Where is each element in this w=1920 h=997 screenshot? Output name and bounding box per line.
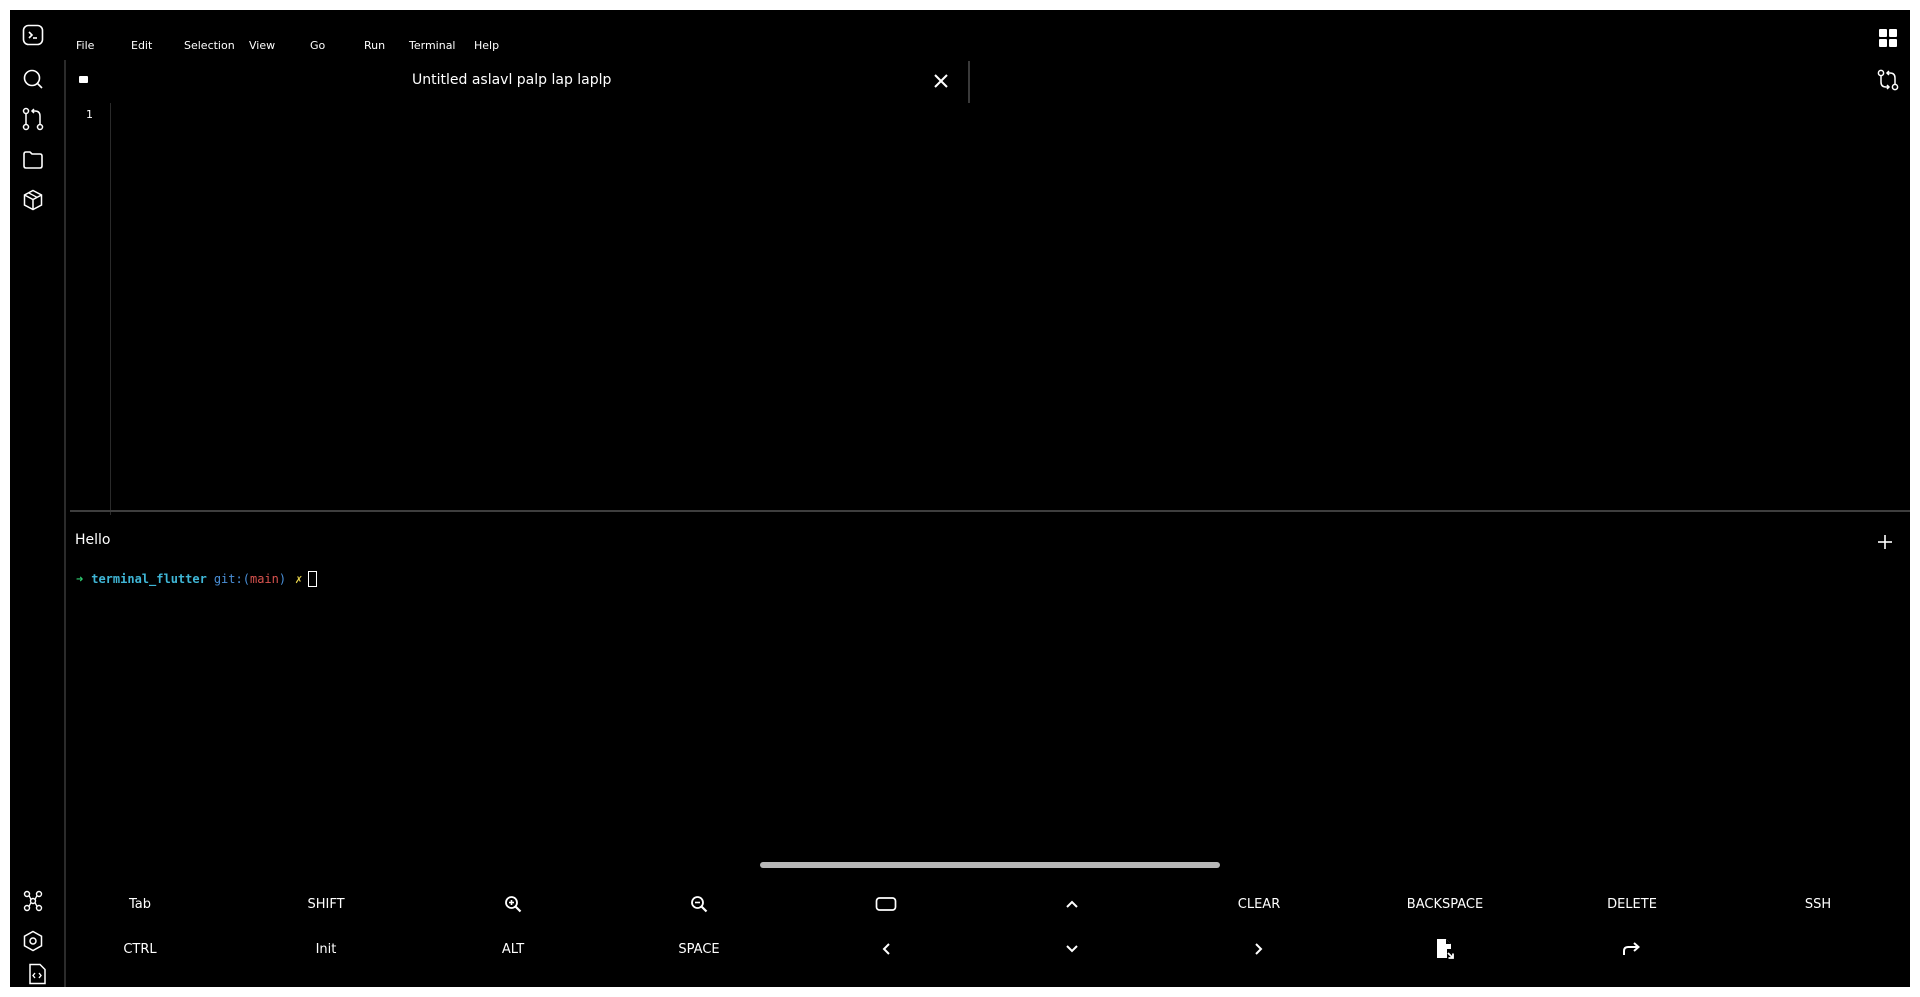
line-number: 1 (86, 108, 93, 121)
export-file-icon[interactable] (1385, 934, 1505, 964)
key-clear[interactable]: CLEAR (1237, 896, 1281, 912)
terminal-title: Hello (75, 532, 111, 548)
source-control-icon[interactable] (20, 106, 46, 132)
search-icon[interactable] (20, 66, 46, 92)
activity-bar-divider (64, 60, 66, 987)
menu-selection[interactable]: Selection (184, 38, 235, 52)
app-window: File Edit Selection View Go Run Terminal… (10, 10, 1910, 987)
settings-icon[interactable] (20, 928, 46, 954)
key-space[interactable]: SPACE (678, 941, 720, 957)
menu-go[interactable]: Go (310, 38, 326, 52)
graph-icon[interactable] (20, 888, 46, 914)
folder-icon[interactable] (20, 147, 46, 173)
zoom-in-icon[interactable] (453, 889, 573, 919)
code-file-icon[interactable] (24, 962, 50, 986)
menu-view[interactable]: View (249, 38, 276, 52)
package-icon[interactable] (20, 187, 46, 213)
arrow-down-icon[interactable] (1012, 934, 1132, 964)
close-icon[interactable] (928, 68, 954, 94)
prompt-open-paren: ( (242, 572, 250, 586)
menu-help[interactable]: Help (474, 38, 500, 52)
prompt-branch: main (249, 572, 279, 586)
menu-file[interactable]: File (76, 38, 95, 52)
arrow-right-icon[interactable] (1199, 934, 1319, 964)
menu-run[interactable]: Run (364, 38, 386, 52)
add-terminal-icon[interactable] (1874, 531, 1896, 553)
key-tab[interactable]: Tab (128, 896, 151, 912)
tab-title: Untitled aslavl palp lap laplp (412, 72, 612, 88)
menu-edit[interactable]: Edit (131, 38, 153, 52)
key-backspace[interactable]: BACKSPACE (1406, 896, 1484, 912)
key-ctrl[interactable]: CTRL (123, 941, 157, 957)
redo-icon[interactable] (1572, 934, 1692, 964)
key-alt[interactable]: ALT (501, 941, 525, 957)
horizontal-scrollbar[interactable] (760, 862, 1220, 868)
panel-divider[interactable] (70, 510, 1910, 512)
grid-icon[interactable] (1874, 24, 1902, 52)
prompt-git-label: git: (213, 572, 243, 586)
gutter-border (110, 103, 111, 515)
tab-divider (968, 61, 970, 103)
folder-toggle-icon[interactable] (79, 76, 88, 83)
activity-bar (10, 10, 65, 987)
prompt-dirty-mark: ✗ (295, 572, 303, 586)
editor-tab[interactable]: Untitled aslavl palp lap laplp (66, 61, 978, 101)
git-compare-icon[interactable] (1874, 66, 1902, 94)
zoom-out-icon[interactable] (639, 889, 759, 919)
menu-terminal[interactable]: Terminal (409, 38, 456, 52)
key-init[interactable]: Init (315, 941, 337, 957)
key-ssh[interactable]: SSH (1804, 896, 1832, 912)
terminal-prompt[interactable]: ➜ terminal_flutter git: ( main ) ✗ (76, 571, 318, 587)
prompt-directory: terminal_flutter (91, 572, 207, 586)
prompt-close-paren: ) (278, 572, 287, 586)
prompt-arrow: ➜ (76, 572, 84, 586)
terminal-icon[interactable] (20, 22, 46, 48)
keyboard-icon[interactable] (826, 889, 946, 919)
editor-area[interactable] (111, 103, 1910, 508)
arrow-left-icon[interactable] (826, 934, 946, 964)
key-delete[interactable]: DELETE (1607, 896, 1657, 912)
arrow-up-icon[interactable] (1012, 889, 1132, 919)
terminal-cursor (308, 571, 318, 587)
key-shift[interactable]: SHIFT (307, 896, 345, 912)
